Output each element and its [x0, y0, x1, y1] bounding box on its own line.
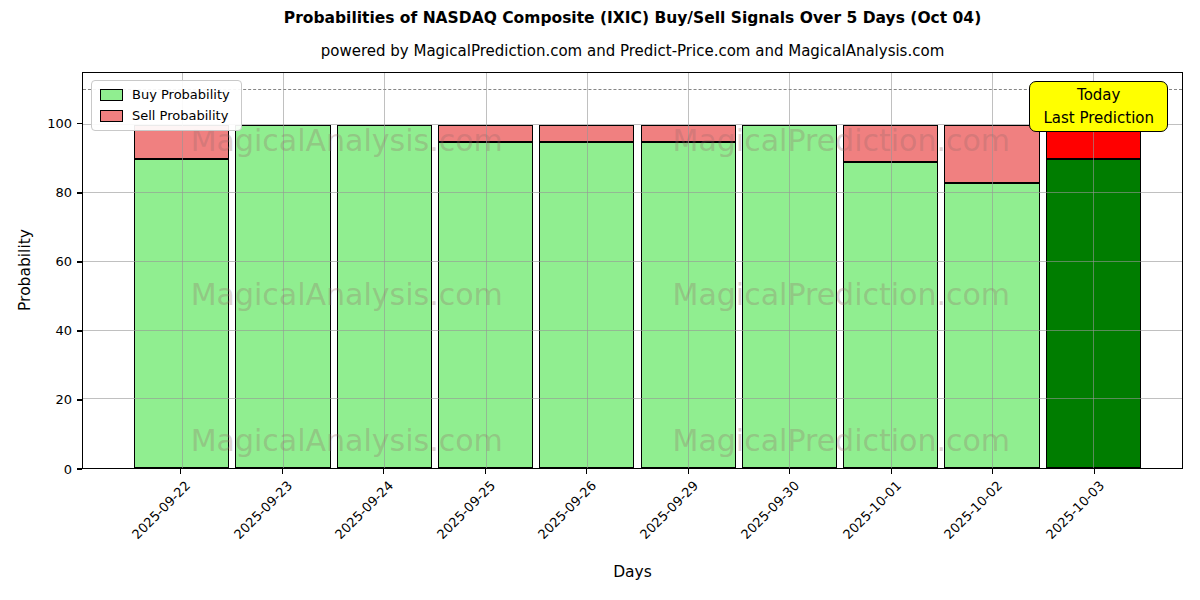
figure: Probabilities of NASDAQ Composite (IXIC)…: [0, 0, 1200, 600]
plot-area: MagicalAnalysis.com MagicalPrediction.com…: [82, 72, 1183, 469]
x-gridline: [182, 73, 183, 468]
legend-swatch-sell: [100, 110, 123, 122]
x-tick-mark: [180, 469, 181, 474]
x-tick-mark: [992, 469, 993, 474]
x-axis-label: Days: [82, 563, 1183, 581]
y-tick-mark: [77, 192, 82, 193]
dashed-guide-line: [83, 89, 1182, 90]
x-tick-label-text: 2025-09-30: [738, 478, 802, 542]
legend-item: Sell Probability: [100, 108, 230, 123]
y-axis-label: Probability: [16, 229, 34, 311]
y-gridline: [83, 192, 1182, 193]
x-tick-mark: [891, 469, 892, 474]
today-annotation: Today Last Prediction: [1029, 81, 1168, 132]
y-tick-label: 40: [38, 322, 72, 339]
y-tick-mark: [77, 468, 82, 469]
y-gridline: [83, 398, 1182, 399]
x-tick-label-text: 2025-09-24: [332, 478, 396, 542]
legend-swatch-buy: [100, 89, 123, 101]
watermark-text: MagicalPrediction.com: [673, 123, 1011, 158]
x-tick-mark: [586, 469, 587, 474]
legend-label: Buy Probability: [132, 87, 230, 102]
x-tick-label-text: 2025-10-03: [1043, 478, 1107, 542]
x-gridline: [1093, 73, 1094, 468]
y-tick-label: 0: [38, 461, 72, 478]
y-tick-label: 60: [38, 253, 72, 270]
x-tick-mark: [485, 469, 486, 474]
legend-item: Buy Probability: [100, 87, 230, 102]
x-tick-mark: [789, 469, 790, 474]
legend: Buy Probability Sell Probability: [91, 80, 242, 131]
y-tick-label: 100: [38, 115, 72, 132]
y-tick-mark: [77, 123, 82, 124]
y-tick-mark: [77, 261, 82, 262]
y-gridline: [83, 261, 1182, 262]
x-tick-label-text: 2025-10-01: [840, 478, 904, 542]
bar-slot: [536, 73, 637, 468]
chart-subtitle: powered by MagicalPrediction.com and Pre…: [82, 42, 1183, 60]
x-tick-mark: [383, 469, 384, 474]
y-tick-mark: [77, 330, 82, 331]
legend-label: Sell Probability: [132, 108, 228, 123]
x-tick-label-text: 2025-09-25: [434, 478, 498, 542]
annotation-line-2: Last Prediction: [1043, 107, 1154, 130]
x-gridline: [587, 73, 588, 468]
x-tick-label-text: 2025-09-29: [637, 478, 701, 542]
y-tick-label: 80: [38, 184, 72, 201]
watermark-text: MagicalAnalysis.com: [191, 423, 503, 458]
watermark-text: MagicalPrediction.com: [673, 423, 1011, 458]
x-tick-label-text: 2025-09-23: [231, 478, 295, 542]
watermark-text: MagicalAnalysis.com: [191, 277, 503, 312]
watermark-text: MagicalPrediction.com: [673, 277, 1011, 312]
x-tick-label-text: 2025-09-26: [535, 478, 599, 542]
x-tick-label-text: 2025-09-22: [129, 478, 193, 542]
y-tick-mark: [77, 399, 82, 400]
x-tick-mark: [1094, 469, 1095, 474]
x-tick-mark: [282, 469, 283, 474]
bar-slot: [1043, 73, 1144, 468]
x-tick-mark: [688, 469, 689, 474]
y-gridline: [83, 330, 1182, 331]
annotation-line-1: Today: [1043, 84, 1154, 107]
chart-title: Probabilities of NASDAQ Composite (IXIC)…: [82, 9, 1183, 27]
x-tick-label-text: 2025-10-02: [941, 478, 1005, 542]
y-tick-label: 20: [38, 391, 72, 408]
